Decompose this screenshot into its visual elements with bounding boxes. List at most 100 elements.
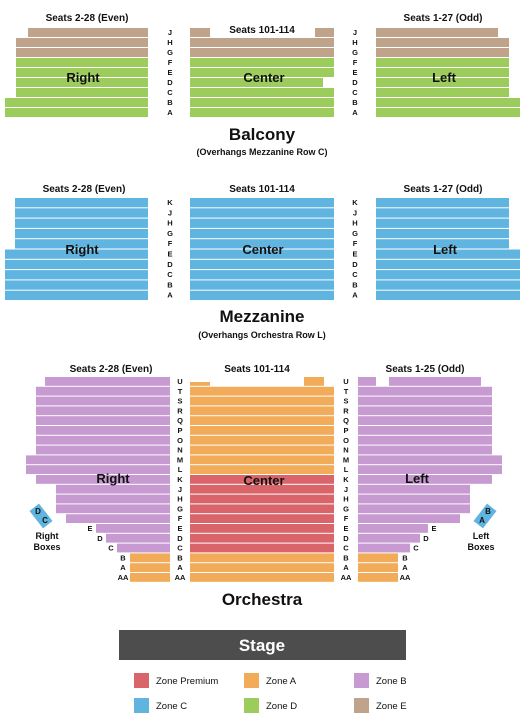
orchestra-left-row (358, 455, 502, 465)
orchestra-outer-row-letter: C (413, 544, 419, 553)
orchestra-left-row (358, 377, 376, 386)
mezzanine-right-row (5, 249, 148, 259)
orchestra-left-row (358, 524, 428, 533)
mezzanine-note: (Overhangs Orchestra Row L) (198, 330, 326, 340)
orchestra-outer-row-letter: B (120, 553, 126, 562)
orchestra-row-letter: S (177, 397, 182, 406)
orchestra-center-row (190, 514, 334, 523)
balcony-row-letter: C (167, 88, 173, 97)
orchestra-outer-row-letter: C (108, 544, 114, 553)
mezzanine-center-row (190, 290, 334, 300)
orchestra-row-letter: T (344, 387, 349, 396)
legend-label: Zone Premium (156, 676, 218, 687)
balcony-center-row (190, 28, 210, 37)
orchestra-center-row (190, 553, 334, 563)
right-boxes-label: Boxes (33, 542, 60, 552)
mezzanine-row-letter: C (167, 270, 173, 279)
orchestra-center-row (190, 563, 334, 572)
mezzanine-center-row (190, 198, 334, 208)
balcony-row-letter: F (168, 58, 173, 67)
orchestra-center-row (190, 524, 334, 533)
mezzanine-row-letter: G (167, 229, 173, 238)
mezzanine-left-row (376, 218, 509, 228)
balcony-center-heading: Seats 101-114 (229, 25, 295, 36)
orchestra-outer-row-letter: B (402, 553, 408, 562)
orchestra-right-row (36, 386, 170, 396)
orchestra-center-row (190, 406, 334, 416)
orchestra-center-row (190, 504, 334, 514)
orchestra-center-row (190, 573, 334, 582)
balcony-row-letter: B (167, 98, 173, 107)
mezzanine-right-row (5, 259, 148, 270)
orchestra-left-row (358, 416, 492, 425)
orchestra-right-row (45, 377, 170, 386)
orchestra-left-row (358, 543, 410, 553)
stage-label: Stage (239, 636, 285, 655)
orchestra-left-row (358, 504, 470, 514)
orchestra-center-row (190, 435, 334, 445)
orchestra-row-letter: T (178, 387, 183, 396)
orchestra-outer-row-letter: AA (400, 573, 411, 582)
right-boxes-label: Right (36, 531, 59, 541)
orchestra-center-row (190, 455, 334, 465)
balcony-row-letter: E (352, 68, 357, 77)
orchestra-row-letter: S (343, 397, 348, 406)
orchestra-left-row (358, 435, 492, 445)
mezzanine-left-row (376, 208, 509, 218)
balcony-center-row (190, 108, 334, 117)
balcony-left-row (376, 98, 520, 107)
mezzanine-center-row (190, 218, 334, 228)
balcony-row-letter: D (167, 78, 173, 87)
balcony-right-row (16, 68, 148, 77)
mezzanine-left-row (376, 259, 520, 270)
balcony-seating: J JH HG GF FE ED DC CB BA A (5, 28, 520, 117)
orchestra-left-label: Left (405, 471, 430, 486)
mezzanine-right-row (15, 198, 148, 208)
legend: Zone Premium Zone A Zone B Zone C Zone D Zone… (134, 673, 407, 713)
right-box-shape (29, 503, 53, 529)
orchestra-left-row (358, 494, 470, 504)
orchestra-row-letter: G (343, 504, 349, 513)
balcony-row-letter: H (352, 38, 357, 47)
orchestra-left-row (358, 386, 492, 396)
orchestra-right-row (66, 514, 170, 523)
orchestra-right-row (36, 475, 170, 484)
orchestra-left-front-row (358, 563, 398, 572)
left-box-letter: B (485, 507, 491, 516)
orchestra-center-row (304, 377, 324, 386)
orchestra-row-letter: G (177, 504, 183, 513)
orchestra-seating: U UT TS SR RQ QP PO ON NM ML LK KJ JH HG GF FE EE ED DD DC C… (26, 377, 502, 582)
orchestra-row-letter: F (344, 514, 349, 523)
orchestra-row-letter: O (177, 436, 183, 445)
orchestra-title: Orchestra (222, 590, 303, 609)
mezzanine-row-letter: C (352, 270, 358, 279)
orchestra-left-row (389, 377, 481, 386)
orchestra-center-row (190, 416, 334, 425)
orchestra-row-letter: Q (177, 416, 183, 425)
balcony-note: (Overhangs Mezzanine Row C) (196, 147, 327, 157)
mezzanine-center-row (190, 280, 334, 290)
orchestra-right-row (36, 426, 170, 435)
orchestra-row-letter: L (178, 465, 183, 474)
mezzanine-row-letter: A (352, 291, 358, 300)
mezzanine-left-row (376, 270, 520, 280)
orchestra-left-row (358, 484, 470, 494)
left-box-letter: A (479, 516, 485, 525)
mezzanine-row-letter: A (167, 291, 173, 300)
mezzanine-row-letter: H (352, 219, 357, 228)
orchestra-right-row (106, 533, 170, 543)
orchestra-row-letter: P (177, 426, 182, 435)
mezzanine-row-letter: B (167, 280, 173, 289)
balcony-row-letter: H (167, 38, 172, 47)
orchestra-row-letter: F (178, 514, 183, 523)
mezzanine-center-row (190, 270, 334, 280)
legend-label: Zone E (376, 701, 407, 712)
balcony-left-row (376, 88, 509, 97)
orchestra-row-letter: A (177, 563, 183, 572)
orchestra-left-row (358, 514, 460, 523)
orchestra-outer-row-letter: A (120, 563, 126, 572)
orchestra-row-letter: AA (175, 573, 186, 582)
stage (119, 630, 406, 660)
orchestra-right-row (36, 396, 170, 406)
mezzanine-center-row (190, 259, 334, 270)
